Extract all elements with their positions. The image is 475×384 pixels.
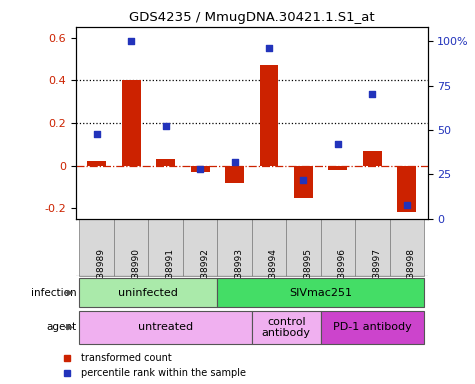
Text: GSM838990: GSM838990: [131, 248, 140, 303]
Bar: [114, 219, 148, 276]
Text: GSM838998: GSM838998: [407, 248, 416, 303]
Text: GSM838991: GSM838991: [166, 248, 175, 303]
Bar: [252, 311, 321, 344]
Bar: [183, 219, 217, 276]
Point: [265, 45, 273, 51]
Text: transformed count: transformed count: [81, 353, 171, 363]
Bar: [156, 159, 175, 166]
Text: GSM838997: GSM838997: [372, 248, 381, 303]
Bar: [321, 219, 355, 276]
Bar: [225, 166, 244, 183]
Text: GSM838996: GSM838996: [338, 248, 347, 303]
Point: [93, 131, 101, 137]
Title: GDS4235 / MmugDNA.30421.1.S1_at: GDS4235 / MmugDNA.30421.1.S1_at: [129, 11, 375, 24]
Bar: [363, 151, 382, 166]
Point: [127, 38, 135, 44]
Bar: [190, 166, 209, 172]
Bar: [79, 219, 114, 276]
Bar: [259, 65, 278, 166]
Point: [162, 123, 170, 129]
Bar: [252, 219, 286, 276]
Bar: [321, 311, 424, 344]
Point: [334, 141, 342, 147]
Bar: [355, 219, 390, 276]
Bar: [79, 278, 217, 308]
Text: agent: agent: [47, 322, 76, 333]
Text: GSM838993: GSM838993: [235, 248, 244, 303]
Point: [300, 177, 307, 183]
Text: percentile rank within the sample: percentile rank within the sample: [81, 368, 246, 378]
Text: GSM838994: GSM838994: [269, 248, 278, 303]
Text: infection: infection: [31, 288, 76, 298]
Text: SIVmac251: SIVmac251: [289, 288, 352, 298]
Bar: [148, 219, 183, 276]
Bar: [122, 80, 141, 166]
Bar: [294, 166, 313, 197]
Text: untreated: untreated: [138, 322, 193, 333]
Bar: [87, 161, 106, 166]
Text: control
antibody: control antibody: [262, 316, 311, 338]
Bar: [286, 219, 321, 276]
Text: uninfected: uninfected: [118, 288, 178, 298]
Bar: [328, 166, 347, 170]
Bar: [217, 278, 424, 308]
Point: [369, 91, 376, 98]
Text: GSM838989: GSM838989: [97, 248, 105, 303]
Point: [231, 159, 238, 165]
Bar: [390, 219, 424, 276]
Bar: [79, 311, 252, 344]
Bar: [398, 166, 416, 212]
Text: PD-1 antibody: PD-1 antibody: [333, 322, 412, 333]
Point: [403, 202, 410, 208]
Bar: [217, 219, 252, 276]
Point: [196, 166, 204, 172]
Text: GSM838992: GSM838992: [200, 248, 209, 303]
Text: GSM838995: GSM838995: [304, 248, 313, 303]
